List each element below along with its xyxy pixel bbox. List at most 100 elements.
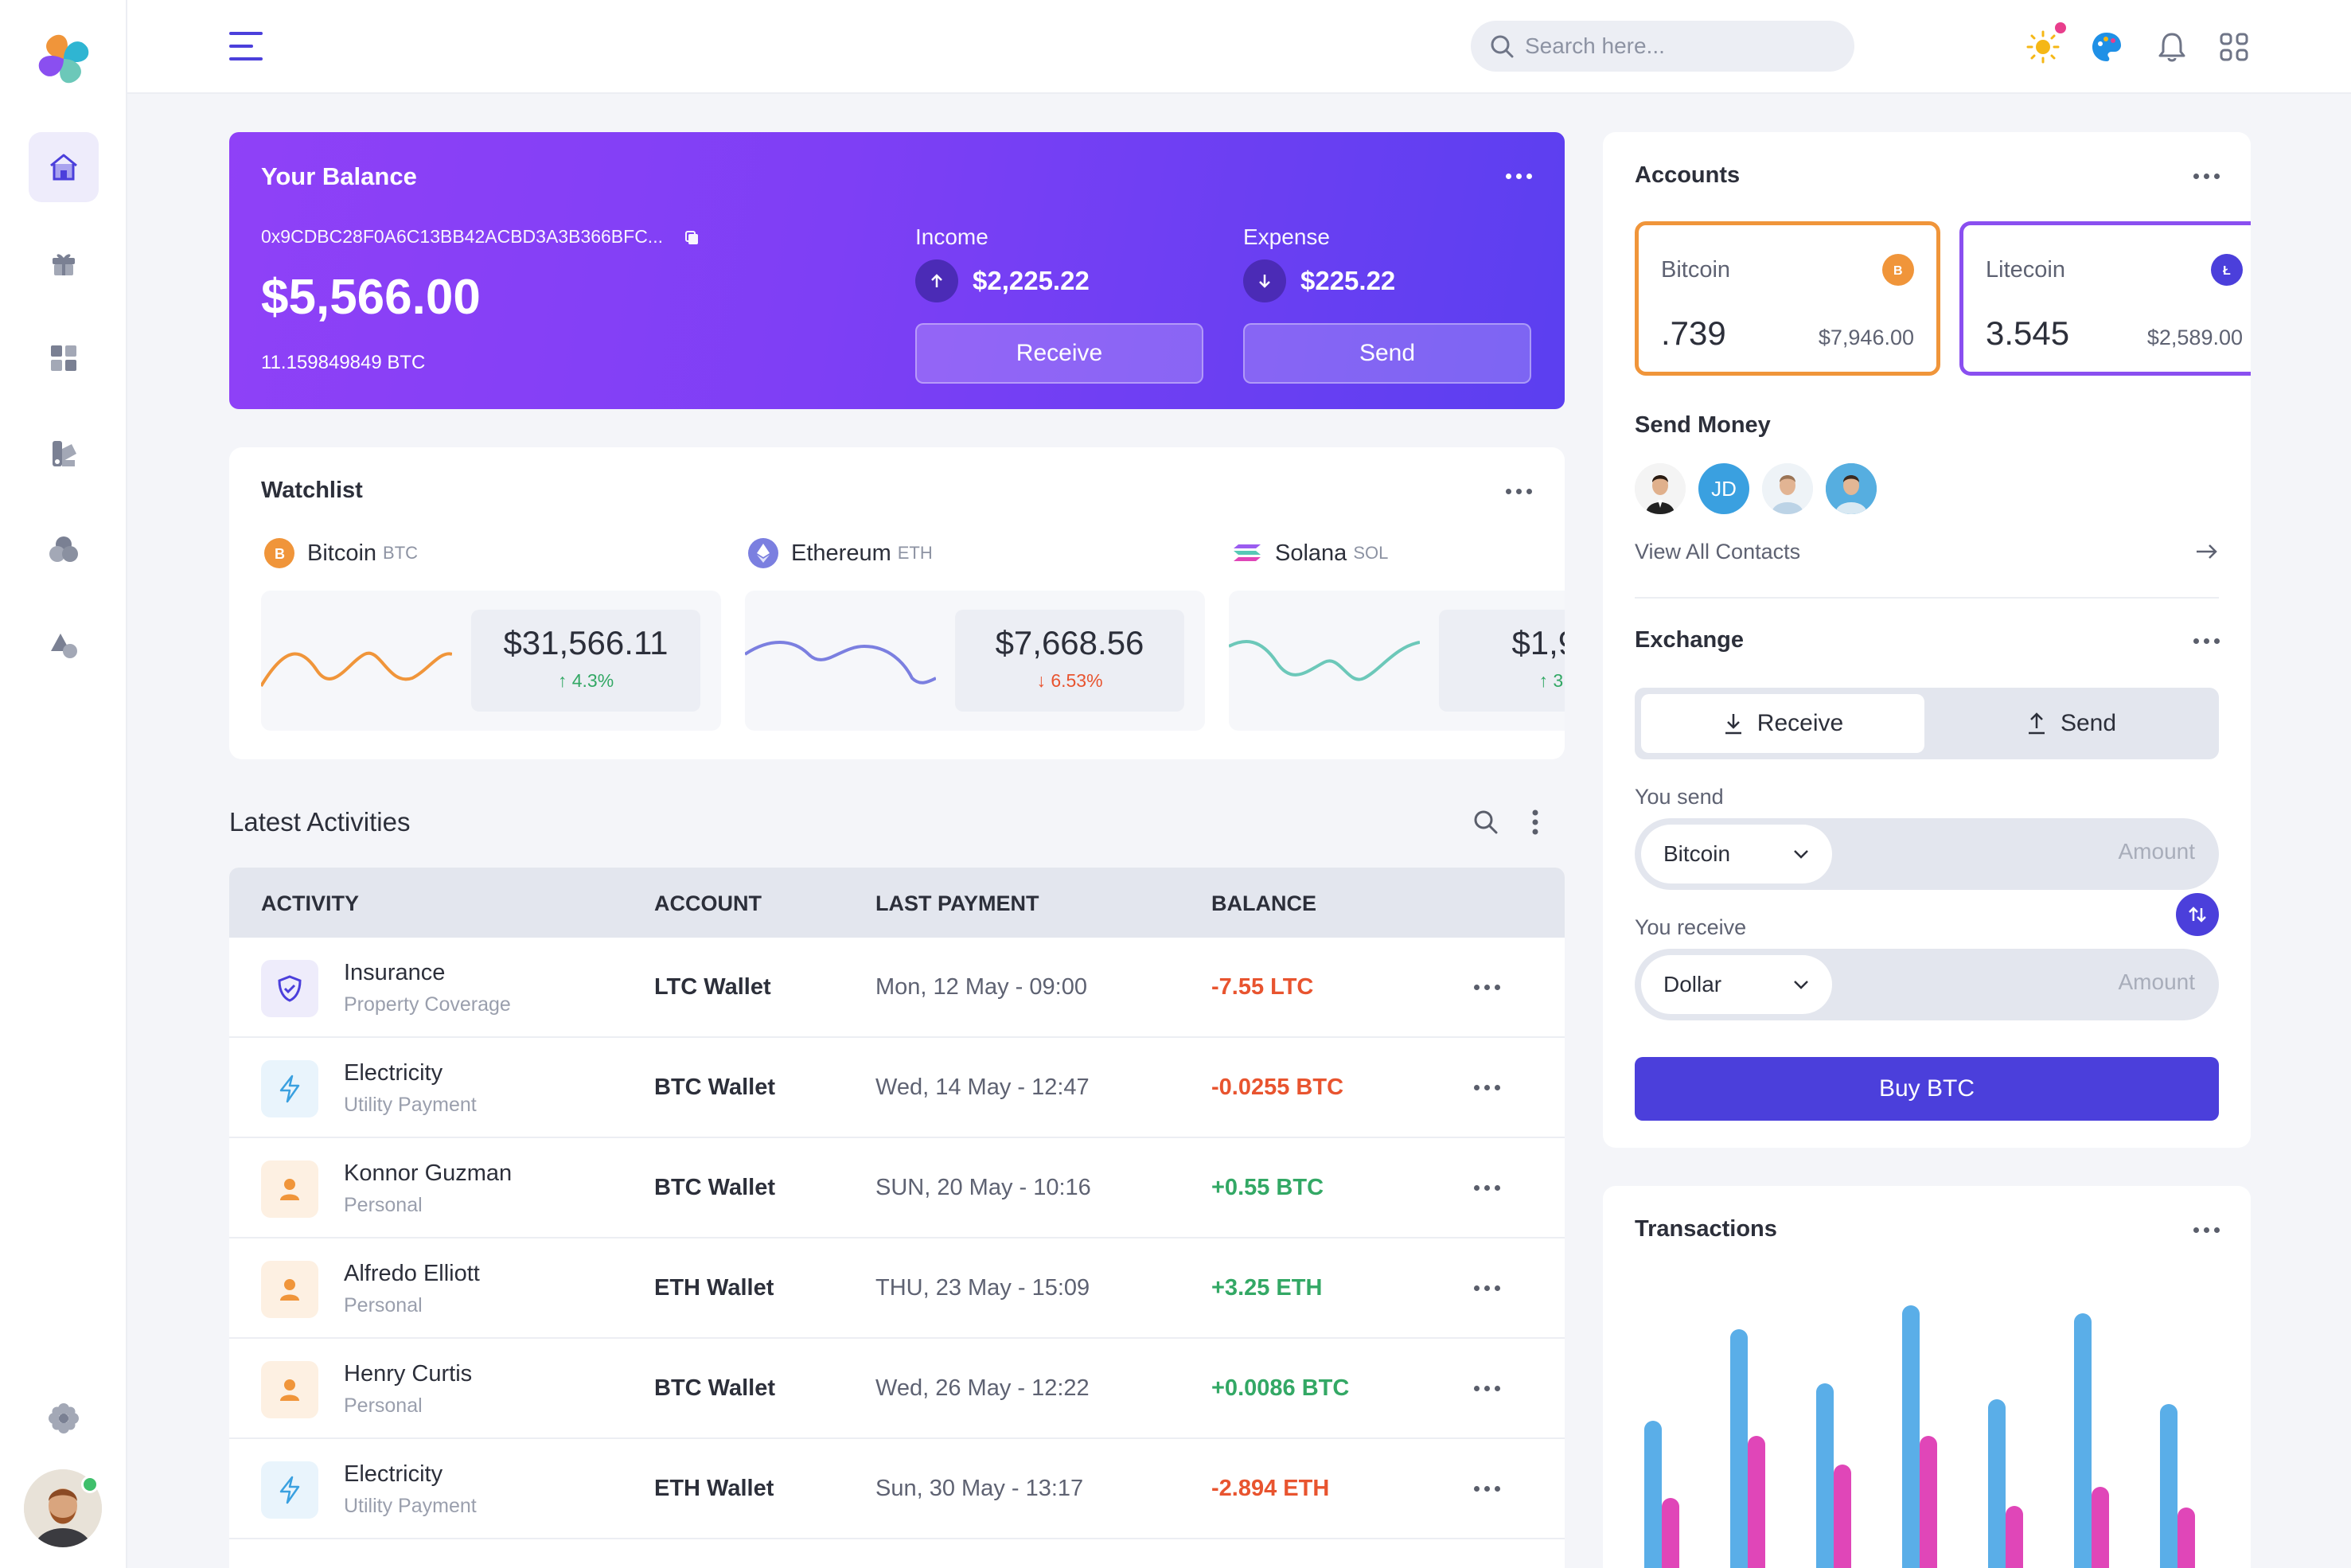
balance-btc: 11.159849849 BTC [261, 352, 426, 373]
contact-avatar[interactable]: JD [1698, 463, 1749, 514]
nav-circles[interactable] [29, 514, 99, 584]
bitcoin-price-box: $31,566.11 ↑ 4.3% [471, 610, 700, 712]
exchange-tabs: Receive Send [1635, 688, 2219, 759]
activities-more-icon[interactable] [1531, 809, 1539, 836]
row-balance: -7.55 LTC [1211, 974, 1314, 1000]
apps-grid-icon [2220, 33, 2248, 61]
table-row[interactable]: Alfredo Elliott Personal ETH Wallet THU,… [229, 1238, 1565, 1339]
row-more-button[interactable] [1474, 985, 1500, 990]
row-more-button[interactable] [1474, 1085, 1500, 1090]
transactions-bar [2074, 1313, 2092, 1568]
transactions-bar [2160, 1404, 2178, 1568]
nav-shapes[interactable] [29, 610, 99, 680]
tab-receive[interactable]: Receive [1641, 694, 1924, 753]
table-row[interactable]: Insurance Property Coverage LTC Wallet M… [229, 938, 1565, 1038]
person-icon [261, 1261, 318, 1318]
transactions-card: Transactions [1603, 1186, 2251, 1568]
theme-toggle[interactable] [2025, 29, 2061, 65]
row-more-button[interactable] [1474, 1386, 1500, 1391]
receive-currency-select[interactable]: Dollar [1641, 955, 1832, 1014]
you-receive-label: You receive [1635, 915, 1747, 939]
watch-box-bitcoin[interactable]: $31,566.11 ↑ 4.3% [261, 591, 721, 731]
notifications-button[interactable] [2154, 29, 2190, 65]
transactions-more-button[interactable] [2193, 1227, 2220, 1233]
transactions-bar [2092, 1487, 2109, 1568]
nav-home[interactable] [29, 132, 99, 202]
row-name: Konnor Guzman [344, 1160, 513, 1186]
upload-icon [2028, 712, 2045, 735]
transactions-bar [1816, 1383, 1834, 1568]
copy-icon[interactable] [684, 229, 701, 247]
transactions-title: Transactions [1635, 1216, 1777, 1242]
row-name: Alfredo Elliott [344, 1261, 480, 1286]
tab-send[interactable]: Send [1929, 694, 2213, 753]
nav-settings[interactable] [29, 1383, 99, 1453]
watchlist-more-button[interactable] [1506, 489, 1532, 494]
watch-coin-ethereum[interactable]: Ethereum ETH [748, 538, 933, 568]
receive-amount-input[interactable] [1956, 969, 2195, 995]
wallet-address: 0x9CDBC28F0A6C13BB42ACBD3A3B366BFC... [261, 226, 701, 248]
view-all-contacts-link[interactable]: View All Contacts [1635, 540, 1801, 564]
swap-button[interactable] [2176, 893, 2219, 936]
search-input[interactable] [1525, 33, 1827, 59]
contact-avatar[interactable] [1762, 463, 1813, 514]
settings-flower-icon [49, 1403, 79, 1433]
watch-coin-solana[interactable]: Solana SOL [1232, 538, 1388, 568]
send-currency-select[interactable]: Bitcoin [1641, 825, 1832, 883]
palette-button[interactable] [2088, 29, 2125, 65]
activities-table: ACTIVITY ACCOUNT LAST PAYMENT BALANCE In… [229, 868, 1565, 1568]
row-account: ETH Wallet [654, 1476, 774, 1501]
watch-box-ethereum[interactable]: $7,668.56 ↓ 6.53% [745, 591, 1205, 731]
activities-search-icon[interactable] [1472, 809, 1499, 836]
app-logo[interactable] [32, 27, 96, 91]
table-row[interactable]: Henry Curtis Personal BTC Wallet Wed, 26… [229, 1339, 1565, 1439]
litecoin-icon: Ł [2211, 254, 2243, 286]
account-litecoin[interactable]: Litecoin Ł 3.545 $2,589.00 [1959, 221, 2251, 376]
watch-box-solana[interactable]: $1,95 ↑ 3. [1229, 591, 1565, 731]
search-bar[interactable] [1471, 21, 1854, 72]
person-icon [261, 1361, 318, 1418]
row-account: BTC Wallet [654, 1075, 775, 1100]
transactions-bar [2006, 1506, 2023, 1568]
send-button[interactable]: Send [1243, 323, 1531, 384]
balance-title: Your Balance [261, 162, 417, 190]
apps-button[interactable] [2216, 29, 2252, 65]
solana-price-box: $1,95 ↑ 3. [1439, 610, 1565, 712]
svg-text:B: B [275, 546, 285, 562]
bitcoin-sparkline [261, 651, 452, 688]
solana-change: ↑ 3. [1538, 670, 1565, 691]
person-icon [261, 1160, 318, 1218]
arrow-right-icon[interactable] [2195, 541, 2219, 562]
send-amount-input[interactable] [1956, 839, 2195, 864]
balance-more-button[interactable] [1506, 174, 1532, 179]
row-more-button[interactable] [1474, 1486, 1500, 1492]
contact-avatar[interactable] [1635, 463, 1686, 514]
account-bitcoin[interactable]: Bitcoin B .739 $7,946.00 [1635, 221, 1940, 376]
ethereum-icon [748, 538, 778, 568]
accounts-more-button[interactable] [2193, 174, 2220, 179]
receive-button[interactable]: Receive [915, 323, 1203, 384]
table-row[interactable]: Electricity Utility Payment ETH Wallet S… [229, 1439, 1565, 1539]
exchange-more-button[interactable] [2193, 638, 2220, 644]
sun-icon [2026, 30, 2060, 64]
accounts-title: Accounts [1635, 162, 1741, 188]
nav-dashboard[interactable] [29, 323, 99, 393]
dashboard-grid-icon [51, 345, 76, 371]
menu-toggle-icon[interactable] [229, 30, 266, 62]
row-more-button[interactable] [1474, 1185, 1500, 1191]
chevron-down-icon [1794, 850, 1808, 859]
nav-gifts[interactable] [29, 228, 99, 298]
divider [1635, 597, 2219, 599]
table-row[interactable]: Electricity Utility Payment BTC Wallet W… [229, 1038, 1565, 1138]
topbar [127, 0, 2351, 94]
row-name: Electricity [344, 1461, 443, 1487]
receive-field: Dollar [1635, 949, 2219, 1020]
table-row[interactable]: Konnor Guzman Personal BTC Wallet SUN, 2… [229, 1138, 1565, 1238]
row-more-button[interactable] [1474, 1285, 1500, 1291]
buy-btc-button[interactable]: Buy BTC [1635, 1057, 2219, 1121]
watch-coin-bitcoin[interactable]: B Bitcoin BTC [264, 538, 418, 568]
contact-avatar[interactable] [1826, 463, 1877, 514]
shield-icon [261, 960, 318, 1017]
nav-swatches[interactable] [29, 419, 99, 489]
col-account: ACCOUNT [654, 891, 762, 915]
